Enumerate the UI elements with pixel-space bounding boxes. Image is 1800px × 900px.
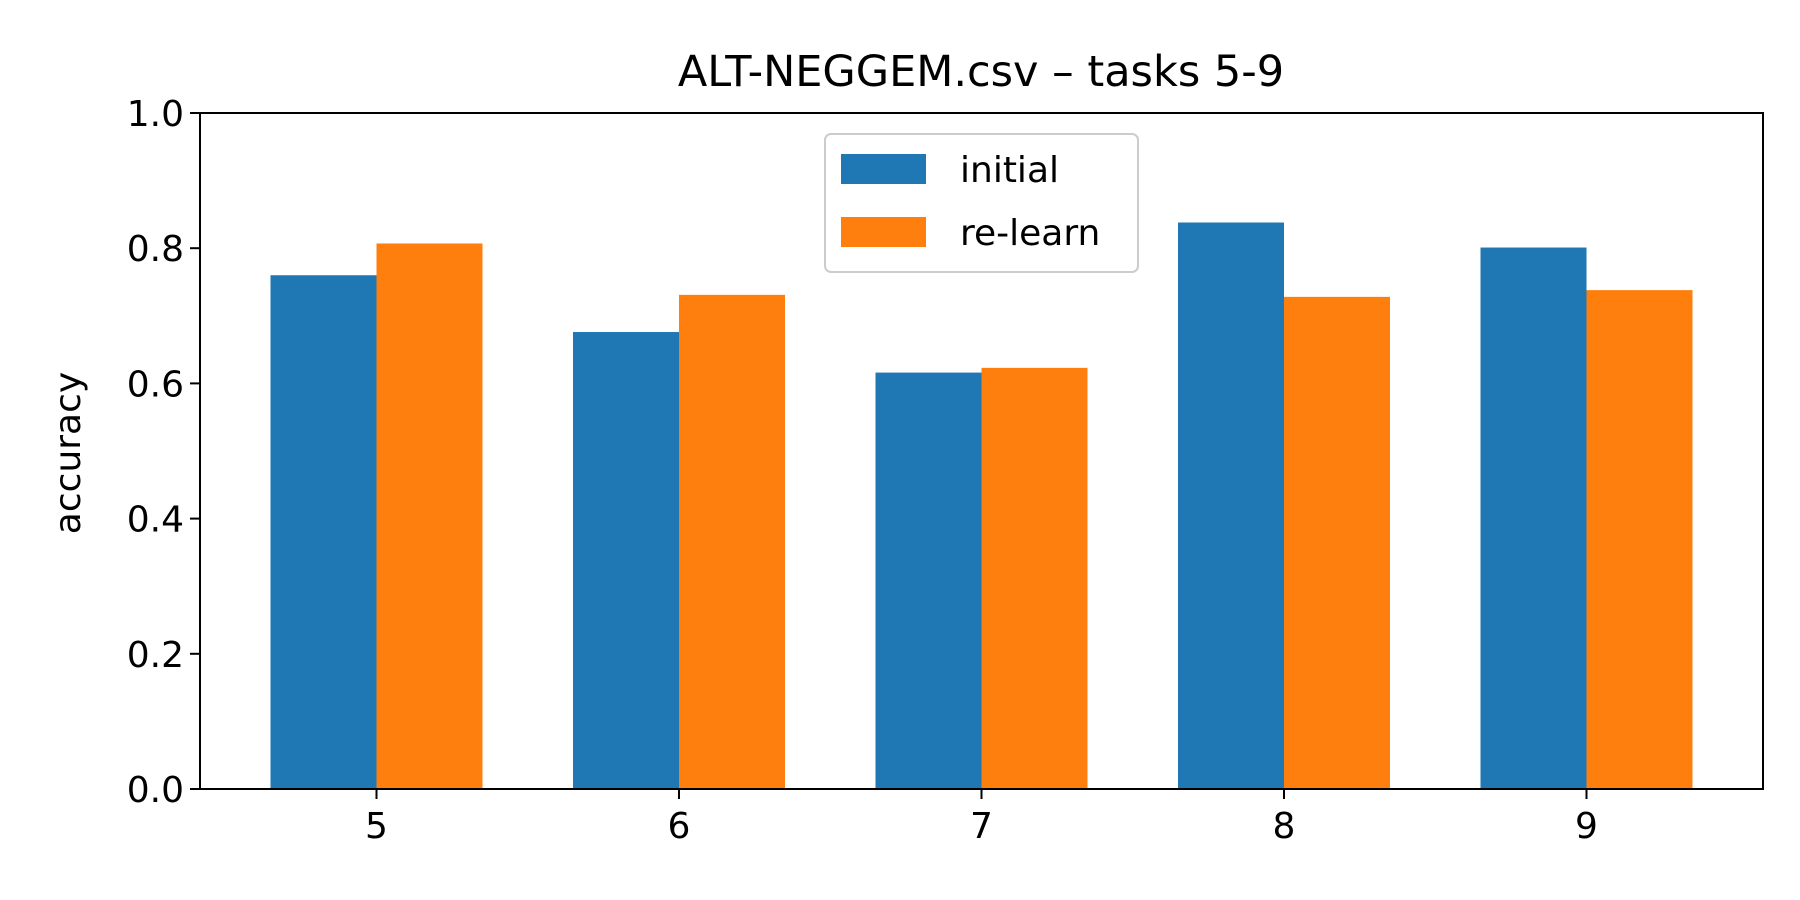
bar-re-learn-5	[376, 243, 483, 789]
bar-initial-7	[875, 372, 982, 789]
x-tick-label: 9	[1575, 806, 1598, 847]
y-axis-ticks: 0.0 0.2 0.4 0.6 0.8 1.0	[127, 94, 200, 811]
y-tick-label: 0.0	[127, 770, 184, 811]
bar-re-learn-8	[1284, 296, 1390, 789]
x-tick-label: 8	[1273, 806, 1296, 847]
legend-label-initial: initial	[960, 150, 1059, 191]
bar-initial-9	[1480, 247, 1587, 790]
y-tick-label: 0.8	[127, 229, 184, 270]
y-tick-label: 0.6	[127, 364, 184, 405]
bar-re-learn-6	[679, 294, 785, 789]
bar-initial-5	[270, 275, 377, 789]
bar-initial-6	[573, 332, 679, 789]
y-axis-label: accuracy	[48, 372, 89, 534]
bar-re-learn-9	[1586, 290, 1693, 789]
legend-swatch-re-learn	[841, 217, 926, 247]
y-tick-label: 0.4	[127, 500, 184, 541]
x-tick-label: 6	[668, 806, 691, 847]
bars-group	[270, 222, 1693, 790]
x-axis-ticks: 5 6 7 8 9	[365, 789, 1598, 847]
bar-initial-8	[1178, 222, 1284, 790]
bar-re-learn-7	[981, 367, 1088, 789]
x-tick-label: 5	[365, 806, 388, 847]
plot-frame	[199, 112, 1764, 790]
x-tick-label: 7	[970, 806, 993, 847]
chart-title: ALT-NEGGEM.csv – tasks 5-9	[678, 47, 1284, 97]
y-tick-label: 1.0	[127, 94, 184, 135]
y-tick-label: 0.2	[127, 635, 184, 676]
legend: initial re-learn	[824, 133, 1139, 273]
legend-label-re-learn: re-learn	[960, 213, 1100, 254]
legend-swatch-initial	[841, 154, 926, 184]
